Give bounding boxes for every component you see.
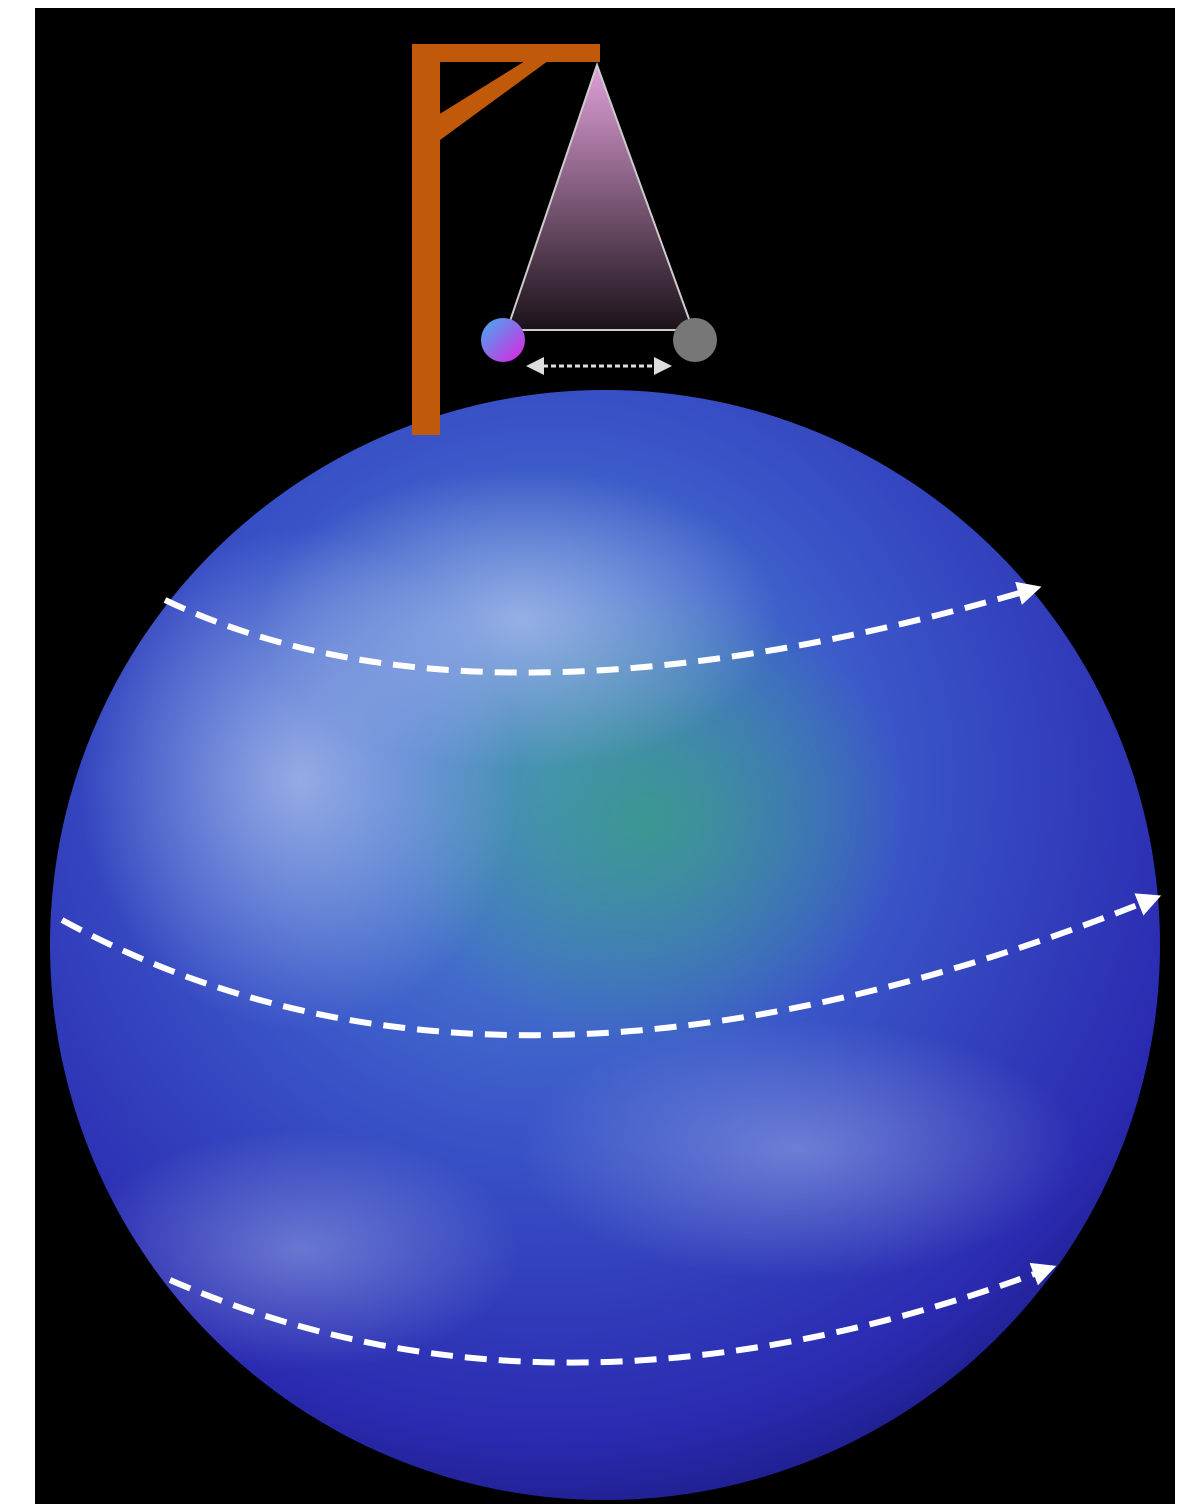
pendulum (481, 61, 717, 375)
rotation-arrows (60, 581, 1162, 1366)
earth (50, 390, 1160, 1500)
gallows (412, 44, 600, 435)
